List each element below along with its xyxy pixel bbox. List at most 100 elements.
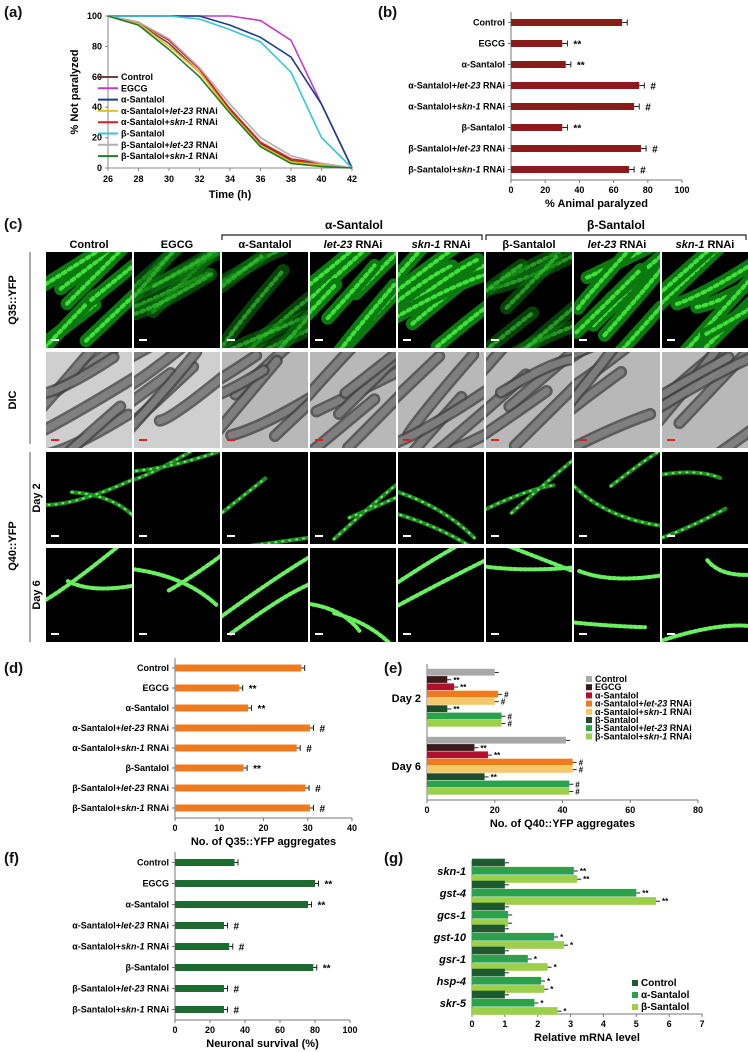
category-label: EGCG: [142, 879, 169, 889]
row-label-q35: Q35::YFP: [7, 275, 19, 325]
worm-aggregates: [662, 623, 748, 642]
bar: [175, 764, 244, 772]
worm-body: [134, 352, 182, 388]
significance-mark: **: [642, 889, 649, 898]
scale-bar: [139, 633, 147, 635]
legend-label: Control: [641, 978, 677, 989]
legend-label: β-Santalol+let-23 RNAi: [121, 140, 218, 150]
significance-mark: #: [315, 784, 321, 795]
x-axis-title: Time (h): [209, 189, 252, 201]
panel-label-b: (b): [378, 4, 398, 21]
bar: [472, 941, 564, 949]
micrograph-content: [398, 352, 484, 448]
category-label: skr-5: [440, 998, 467, 1010]
micrograph-content: [486, 548, 572, 573]
x-tick-label: 6: [667, 1019, 672, 1029]
bar: [427, 787, 570, 795]
group-label-beta: β-Santalol: [587, 218, 645, 232]
worm-aggregates: [435, 306, 484, 348]
bar: [472, 963, 548, 971]
worm-aggregates: [134, 452, 219, 473]
legend-label: EGCG: [595, 682, 622, 692]
worm-aggregates: [310, 602, 362, 633]
legend-label: Control: [121, 72, 153, 82]
significance-mark: #: [650, 82, 656, 93]
micrograph-content: [134, 252, 220, 321]
significance-mark: #: [508, 712, 513, 721]
scale-bar: [667, 339, 675, 341]
bar: [175, 859, 235, 866]
significance-mark: *: [554, 963, 558, 972]
bar: [427, 751, 488, 759]
bar: [511, 124, 563, 131]
x-tick-label: 40: [557, 805, 567, 815]
significance-mark: *: [560, 933, 564, 942]
scale-bar: [491, 339, 499, 341]
x-tick-label: 40: [347, 823, 357, 833]
legend-label: α-Santalol: [121, 95, 165, 105]
x-tick-label: 100: [342, 1025, 357, 1035]
significance-mark: **: [577, 61, 585, 72]
micrograph-content: [574, 569, 660, 630]
scale-bar: [403, 633, 411, 635]
worm-body: [574, 368, 625, 412]
micrograph-content: [134, 352, 220, 434]
bar: [175, 724, 310, 732]
scale-bar: [227, 439, 235, 441]
significance-mark: *: [563, 1007, 567, 1016]
worm-body: [222, 366, 268, 398]
x-tick-label: 3: [568, 1019, 573, 1029]
bar: [427, 676, 448, 683]
bar: [472, 897, 656, 905]
legend-label: Control: [595, 674, 627, 684]
worm-aggregates: [510, 459, 572, 514]
side-label-q40: Q40::YFP: [7, 521, 19, 571]
bar: [511, 61, 566, 68]
significance-mark: #: [645, 103, 651, 114]
legend-label: β-Santalol+skn-1 RNAi: [121, 151, 218, 161]
significance-mark: #: [306, 744, 312, 755]
category-label: β-Santalol+let-23 RNAi: [72, 984, 169, 994]
scale-bar: [139, 535, 147, 537]
category-label: gst-4: [439, 888, 466, 900]
bar: [472, 998, 535, 1007]
significance-mark: **: [662, 897, 669, 906]
micrograph-content: [222, 476, 308, 544]
worm: [398, 512, 471, 544]
scale-bar: [667, 633, 675, 635]
series-line-7: [107, 15, 353, 169]
legend-label: β-Santalol: [595, 715, 639, 725]
worm-aggregates: [662, 507, 727, 539]
legend-swatch: [586, 700, 592, 707]
bar: [511, 166, 629, 173]
micrograph-content: [332, 483, 396, 542]
chart-f-bar: 0 20 40 60 80 100 Neuronal survival (%) Control…: [72, 852, 358, 1050]
worm-aggregates: [704, 307, 748, 336]
category-label: α-Santalol+let-23 RNAi: [72, 921, 169, 931]
micrograph-content: [398, 489, 477, 544]
y-axis-title: % Not paralyzed: [69, 50, 81, 135]
bar: [175, 664, 302, 672]
bar: [175, 985, 224, 992]
micrograph-2-2: [222, 452, 308, 544]
worm-aggregates: [398, 252, 453, 293]
worm-body: [134, 369, 175, 405]
worm-aggregates: [333, 484, 396, 541]
category-label: α-Santalol+let-23 RNAi: [72, 723, 169, 733]
bar: [427, 766, 573, 773]
worm: [248, 535, 308, 544]
scale-bar: [491, 633, 499, 635]
bar: [427, 758, 573, 766]
micrograph-content: [222, 252, 308, 348]
y-tick-label: 80: [92, 41, 102, 51]
worm-aggregates: [70, 491, 132, 517]
bar: [511, 82, 640, 89]
worm: [222, 476, 268, 516]
bar: [427, 683, 455, 691]
x-tick-label: 0: [172, 823, 177, 833]
significance-mark: **: [318, 901, 326, 912]
micrograph-content: [222, 352, 308, 442]
scale-bar: [51, 339, 59, 341]
bar: [175, 744, 297, 752]
